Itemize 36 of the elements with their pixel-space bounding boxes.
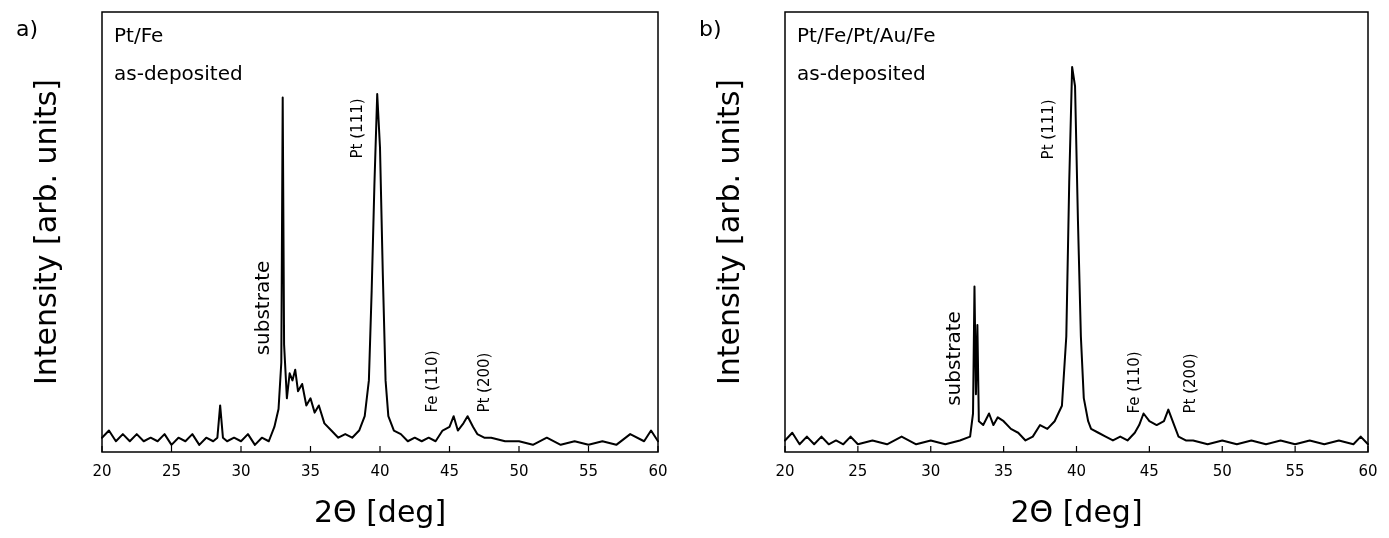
x-tick-label: 35	[994, 462, 1014, 480]
x-tick-label: 30	[231, 462, 251, 480]
x-tick-label: 45	[1139, 462, 1159, 480]
y-axis-title: Intensity [arb. units]	[28, 78, 63, 386]
x-tick-label: 45	[439, 462, 460, 480]
annotation: Pt (111)	[348, 98, 367, 159]
x-tick-label: 40	[370, 462, 390, 480]
text: Pt/Fe/Pt/Au/Fe	[797, 23, 936, 47]
x-axis-title: 2Θ [deg]	[313, 494, 447, 529]
x-tick-label: 50	[1212, 462, 1232, 480]
chart-title: b)	[699, 16, 722, 41]
y-axis-title: Intensity [arb. units]	[711, 78, 746, 386]
x-tick-label: 30	[921, 462, 941, 480]
annotation: Fe (110)	[1125, 351, 1144, 414]
x-tick-label: 40	[1066, 462, 1087, 480]
annotation: as-deposited	[797, 61, 926, 85]
x-tick-label: 25	[848, 462, 868, 480]
x-tick-label: 25	[161, 462, 182, 480]
text: Pt/Fe	[114, 23, 164, 47]
annotation: Pt (200)	[474, 352, 493, 413]
annotation: Fe (110)	[423, 350, 442, 413]
annotation: Pt (111)	[1039, 99, 1058, 160]
x-axis-title: 2Θ [deg]	[1010, 494, 1143, 529]
text: as-deposited	[114, 61, 243, 85]
chart-title: a)	[16, 16, 39, 41]
annotation: substrate	[941, 311, 966, 406]
x-tick-label: 20	[92, 462, 112, 480]
x-tick-label: 60	[1358, 462, 1378, 480]
x-tick-label: 55	[1285, 462, 1305, 480]
x-tick-label: 20	[775, 462, 795, 480]
annotation: Pt (200)	[1180, 353, 1199, 414]
x-tick-label: 50	[509, 462, 529, 480]
annotation: substrate	[250, 260, 275, 356]
x-tick-label: 35	[300, 462, 321, 480]
x-tick-label: 60	[648, 462, 668, 480]
x-tick-label: 55	[578, 462, 599, 480]
